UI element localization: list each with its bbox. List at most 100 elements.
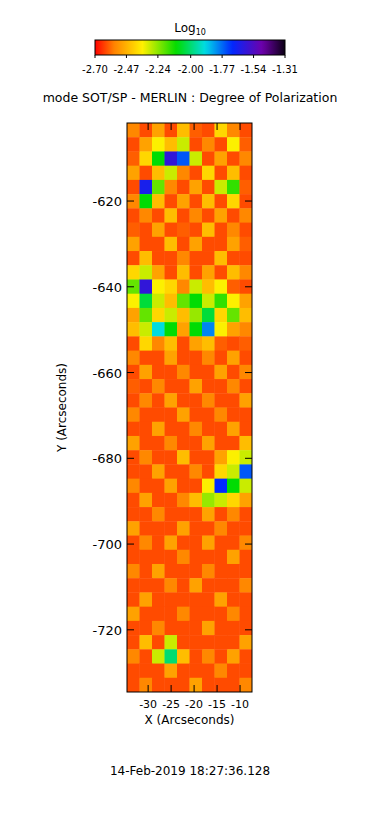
cell <box>165 308 178 323</box>
cell <box>227 393 240 408</box>
x-tick <box>217 123 218 130</box>
cell <box>177 422 190 437</box>
cell <box>215 592 228 607</box>
cell <box>240 308 253 323</box>
cell <box>202 550 215 565</box>
cell <box>140 678 153 692</box>
cell <box>215 251 228 266</box>
cell <box>140 436 153 451</box>
cell <box>177 237 190 252</box>
cell <box>202 379 215 394</box>
colorbar-tick <box>126 55 127 58</box>
cell <box>202 564 215 579</box>
cell <box>165 123 178 138</box>
cell <box>190 322 203 337</box>
y-tick-label: -720 <box>92 623 122 638</box>
cell <box>177 265 190 280</box>
cell <box>215 194 228 209</box>
cell <box>152 379 165 394</box>
cell <box>165 607 178 622</box>
cell <box>227 322 240 337</box>
cell <box>190 194 203 209</box>
cell <box>215 408 228 423</box>
cell <box>140 180 153 195</box>
cell <box>140 607 153 622</box>
cell <box>127 265 140 280</box>
cell <box>240 351 253 366</box>
cell <box>202 592 215 607</box>
cell <box>202 251 215 266</box>
y-tick <box>245 458 252 459</box>
title: mode SOT/SP - MERLIN : Degree of Polariz… <box>43 90 338 105</box>
cell <box>227 123 240 138</box>
cell <box>240 564 253 579</box>
cell <box>177 649 190 664</box>
cell <box>227 351 240 366</box>
cell <box>127 664 140 679</box>
cell <box>127 151 140 166</box>
cell <box>127 493 140 508</box>
cell <box>165 521 178 536</box>
cell <box>227 464 240 479</box>
cell <box>227 635 240 650</box>
cell <box>177 521 190 536</box>
cell <box>240 578 253 593</box>
y-tick <box>127 629 134 630</box>
cell <box>215 351 228 366</box>
cell <box>140 265 153 280</box>
cell <box>190 151 203 166</box>
cell <box>202 621 215 636</box>
cell <box>202 180 215 195</box>
cell <box>240 336 253 351</box>
cell <box>190 308 203 323</box>
cell <box>215 223 228 238</box>
cell <box>202 450 215 465</box>
cell <box>240 507 253 522</box>
cell <box>190 607 203 622</box>
cell <box>165 393 178 408</box>
cell <box>165 251 178 266</box>
cell <box>190 379 203 394</box>
cell <box>177 678 190 692</box>
cell <box>227 408 240 423</box>
cell <box>152 436 165 451</box>
colorbar-tick <box>95 55 96 58</box>
cell <box>202 493 215 508</box>
cell <box>227 678 240 692</box>
cell <box>227 521 240 536</box>
cell <box>165 678 178 692</box>
cell <box>177 550 190 565</box>
cell <box>190 351 203 366</box>
y-tick <box>127 286 134 287</box>
cell <box>140 365 153 380</box>
cell <box>152 308 165 323</box>
colorbar-tick <box>190 55 191 58</box>
cell <box>165 237 178 252</box>
cell <box>227 607 240 622</box>
cell <box>177 578 190 593</box>
cell <box>202 322 215 337</box>
cell <box>190 422 203 437</box>
cell <box>202 578 215 593</box>
cell <box>215 564 228 579</box>
cell <box>140 351 153 366</box>
cell <box>165 436 178 451</box>
colorbar-tick-label: -1.77 <box>209 64 235 75</box>
x-tick <box>148 685 149 692</box>
y-tick-label: -700 <box>92 537 122 552</box>
cell <box>177 151 190 166</box>
cell <box>165 379 178 394</box>
colorbar-tick-label: -2.00 <box>178 64 204 75</box>
cell <box>240 408 253 423</box>
cell <box>202 237 215 252</box>
colorbar-tick <box>253 55 254 58</box>
cell <box>227 507 240 522</box>
cell <box>215 621 228 636</box>
cell <box>202 635 215 650</box>
cell <box>127 649 140 664</box>
cell <box>202 208 215 223</box>
cell <box>190 336 203 351</box>
cell <box>152 550 165 565</box>
cell <box>177 507 190 522</box>
cell <box>190 279 203 294</box>
